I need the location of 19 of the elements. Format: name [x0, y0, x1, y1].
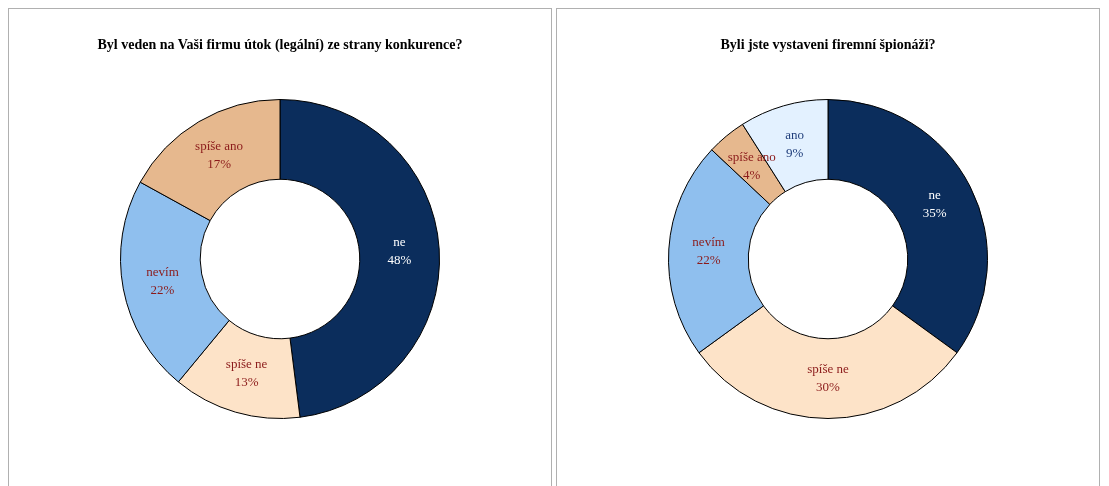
slice-label: spíše ne	[807, 361, 849, 377]
slice-label: spíše ano	[195, 138, 244, 154]
slice-label: spíše ne	[225, 356, 268, 372]
data-label: 48%	[387, 251, 412, 267]
data-label: 17%	[207, 156, 232, 172]
data-label: 22%	[150, 281, 175, 297]
data-label: 13%	[234, 374, 259, 390]
slice-label: nevím	[692, 233, 725, 249]
data-label: 30%	[816, 379, 841, 395]
chart-title: Byl veden na Vaši firmu útok (legální) ze strany konkurence?	[96, 36, 464, 54]
slice-label: ano	[785, 126, 805, 142]
slice-label: ne	[393, 233, 406, 249]
slice-label: ne	[928, 187, 941, 203]
chart-title: Byli jste vystaveni firemní špionáži?	[719, 36, 937, 54]
data-label: 22%	[696, 251, 721, 267]
data-label: 35%	[922, 205, 947, 221]
data-label: 4%	[743, 167, 761, 183]
data-label: 9%	[785, 144, 804, 160]
slice-label: nevím	[146, 263, 179, 279]
